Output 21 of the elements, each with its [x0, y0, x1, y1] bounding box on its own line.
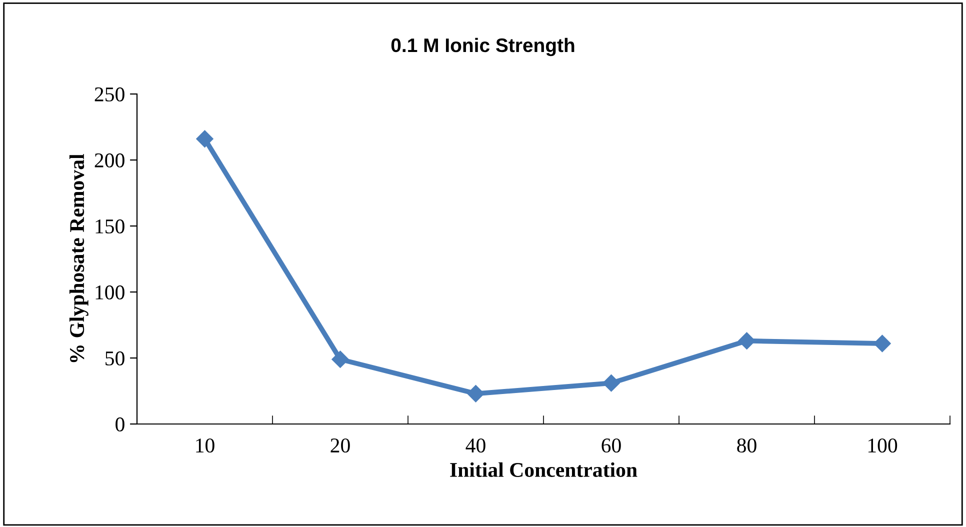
- point: [467, 385, 484, 402]
- point: [332, 350, 349, 368]
- y-tick-label: 150: [96, 219, 124, 234]
- x-axis-title: Initial Concentration: [450, 462, 638, 477]
- point: [874, 334, 891, 352]
- point: [196, 130, 214, 148]
- y-tick-label: 50: [106, 351, 124, 366]
- x-tick-label: 80: [737, 438, 756, 453]
- y-axis-title: % Glyphosate Removal: [69, 154, 88, 362]
- point: [602, 374, 620, 392]
- x-tick-label: 40: [466, 438, 486, 453]
- y-tick-label: 250: [94, 87, 124, 102]
- x-tick-label: 100: [868, 438, 898, 453]
- y-tick-label: 200: [94, 153, 124, 168]
- y-tick-label: 0: [116, 417, 124, 432]
- point: [738, 332, 756, 350]
- x-tick-label: 60: [602, 438, 621, 453]
- y-tick-label: 100: [96, 285, 124, 300]
- chart-title: 0.1 M Ionic Strength: [391, 38, 574, 56]
- x-tick-label: 20: [330, 438, 350, 453]
- x-tick-label: 10: [196, 438, 214, 453]
